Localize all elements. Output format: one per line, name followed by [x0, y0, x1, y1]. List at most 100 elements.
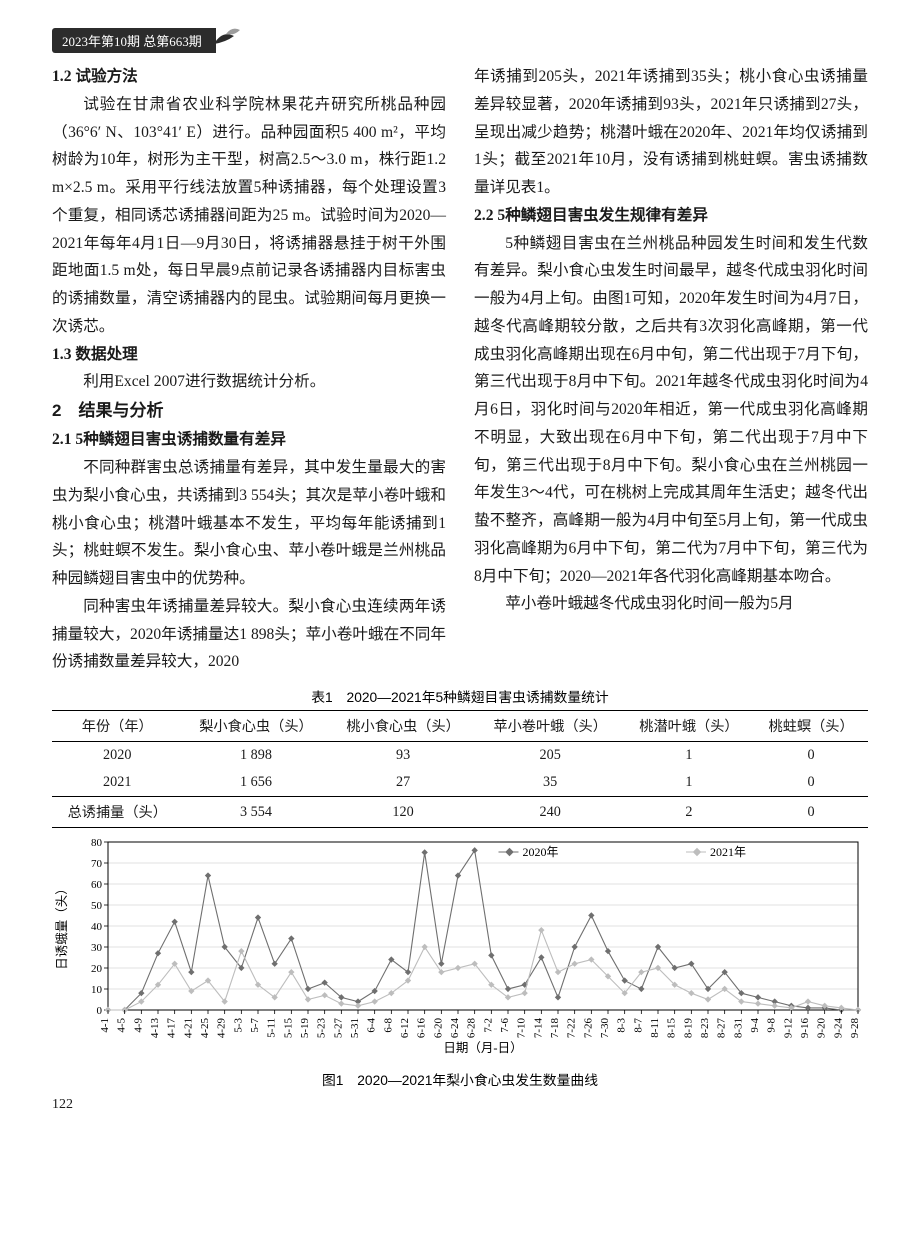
- svg-text:7-22: 7-22: [566, 1018, 578, 1038]
- para: 5种鳞翅目害虫在兰州桃品种园发生时间和发生代数有差异。梨小食心虫发生时间最早，越…: [474, 230, 868, 591]
- table-cell: 2021: [52, 769, 182, 797]
- table1-col-header: 桃小食心虫（头）: [330, 711, 477, 742]
- table-cell: 93: [330, 742, 477, 770]
- svg-text:8-3: 8-3: [616, 1018, 628, 1033]
- table-cell: 240: [477, 797, 624, 828]
- svg-text:日诱蛾量（头）: 日诱蛾量（头）: [54, 882, 69, 970]
- heading-2: 2 结果与分析: [52, 396, 446, 426]
- table-cell: 总诱捕量（头）: [52, 797, 182, 828]
- heading-2-2: 2.2 5种鳞翅目害虫发生规律有差异: [474, 202, 868, 230]
- heading-2-1: 2.1 5种鳞翅目害虫诱捕数量有差异: [52, 426, 446, 454]
- svg-text:8-27: 8-27: [716, 1018, 728, 1039]
- table-cell: 1: [624, 769, 754, 797]
- table-cell: 27: [330, 769, 477, 797]
- svg-text:80: 80: [91, 837, 103, 849]
- page-number: 122: [52, 1097, 868, 1113]
- table-cell: 2: [624, 797, 754, 828]
- svg-text:40: 40: [91, 921, 103, 933]
- svg-text:20: 20: [91, 963, 103, 975]
- table1-col-header: 桃潜叶蛾（头）: [624, 711, 754, 742]
- svg-text:8-31: 8-31: [732, 1018, 744, 1038]
- table1-col-header: 苹小卷叶蛾（头）: [477, 711, 624, 742]
- svg-text:5-23: 5-23: [316, 1018, 328, 1039]
- body-columns: 1.2 试验方法 试验在甘肃省农业科学院林果花卉研究所桃品种园（36°6′ N、…: [52, 63, 868, 676]
- table-cell: 0: [754, 797, 868, 828]
- figure1-svg: 010203040506070802020年2021年4-14-54-94-13…: [52, 834, 868, 1054]
- table1-col-header: 桃蛀螟（头）: [754, 711, 868, 742]
- figure1-title: 图1 2020—2021年梨小食心虫发生数量曲线: [52, 1069, 868, 1089]
- table-row: 总诱捕量（头）3 55412024020: [52, 797, 868, 828]
- svg-text:5-27: 5-27: [332, 1018, 344, 1039]
- svg-text:6-8: 6-8: [382, 1018, 394, 1033]
- svg-text:7-10: 7-10: [516, 1018, 528, 1039]
- table-cell: 2020: [52, 742, 182, 770]
- svg-text:4-21: 4-21: [182, 1018, 194, 1038]
- svg-text:日期（月-日）: 日期（月-日）: [443, 1041, 522, 1054]
- issue-bar: 2023年第10期 总第663期: [52, 28, 868, 53]
- svg-text:9-12: 9-12: [782, 1018, 794, 1038]
- issue-label: 2023年第10期 总第663期: [52, 28, 216, 53]
- svg-text:6-24: 6-24: [449, 1018, 461, 1039]
- svg-text:7-30: 7-30: [599, 1018, 611, 1039]
- svg-text:9-24: 9-24: [832, 1018, 844, 1039]
- table1-col-header: 梨小食心虫（头）: [182, 711, 329, 742]
- table-cell: 0: [754, 742, 868, 770]
- svg-text:4-9: 4-9: [132, 1018, 144, 1033]
- table-cell: 205: [477, 742, 624, 770]
- svg-text:2020年: 2020年: [523, 845, 559, 859]
- svg-text:7-18: 7-18: [549, 1018, 561, 1039]
- svg-text:8-19: 8-19: [682, 1018, 694, 1039]
- svg-text:9-4: 9-4: [749, 1018, 761, 1033]
- svg-text:8-23: 8-23: [699, 1018, 711, 1039]
- para: 苹小卷叶蛾越冬代成虫羽化时间一般为5月: [474, 590, 868, 618]
- svg-text:6-20: 6-20: [432, 1018, 444, 1039]
- svg-text:60: 60: [91, 879, 103, 891]
- svg-text:9-28: 9-28: [849, 1018, 861, 1039]
- heading-1-3: 1.3 数据处理: [52, 341, 446, 369]
- svg-text:4-17: 4-17: [166, 1018, 178, 1039]
- svg-text:50: 50: [91, 900, 103, 912]
- svg-text:5-3: 5-3: [232, 1018, 244, 1033]
- svg-text:2021年: 2021年: [710, 845, 746, 859]
- para: 年诱捕到205头，2021年诱捕到35头；桃小食心虫诱捕量差异较显著，2020年…: [474, 63, 868, 202]
- svg-text:7-26: 7-26: [582, 1018, 594, 1039]
- svg-text:7-2: 7-2: [482, 1018, 494, 1033]
- leaf-icon: [214, 30, 250, 52]
- table-cell: 3 554: [182, 797, 329, 828]
- heading-1-2: 1.2 试验方法: [52, 63, 446, 91]
- svg-text:70: 70: [91, 858, 103, 870]
- table-cell: 35: [477, 769, 624, 797]
- table-cell: 120: [330, 797, 477, 828]
- svg-text:8-15: 8-15: [666, 1018, 678, 1039]
- para: 利用Excel 2007进行数据统计分析。: [52, 368, 446, 396]
- table-row: 20201 8989320510: [52, 742, 868, 770]
- table-cell: 0: [754, 769, 868, 797]
- svg-text:4-25: 4-25: [199, 1018, 211, 1039]
- svg-text:5-31: 5-31: [349, 1018, 361, 1038]
- svg-text:9-8: 9-8: [766, 1018, 778, 1033]
- para: 不同种群害虫总诱捕量有差异，其中发生量最大的害虫为梨小食心虫，共诱捕到3 554…: [52, 454, 446, 593]
- svg-text:7-14: 7-14: [532, 1018, 544, 1039]
- svg-text:9-20: 9-20: [816, 1018, 828, 1039]
- svg-text:4-5: 4-5: [116, 1018, 128, 1033]
- svg-text:0: 0: [97, 1005, 103, 1017]
- svg-text:6-16: 6-16: [416, 1018, 428, 1039]
- para: 试验在甘肃省农业科学院林果花卉研究所桃品种园（36°6′ N、103°41′ E…: [52, 91, 446, 341]
- svg-text:4-1: 4-1: [99, 1018, 111, 1033]
- svg-text:7-6: 7-6: [499, 1018, 511, 1033]
- table-row: 20211 656273510: [52, 769, 868, 797]
- svg-text:6-12: 6-12: [399, 1018, 411, 1038]
- table-cell: 1: [624, 742, 754, 770]
- table-cell: 1 898: [182, 742, 329, 770]
- svg-text:6-28: 6-28: [466, 1018, 478, 1039]
- svg-text:5-19: 5-19: [299, 1018, 311, 1039]
- svg-text:5-11: 5-11: [266, 1018, 278, 1038]
- figure1: 010203040506070802020年2021年4-14-54-94-13…: [52, 834, 868, 1089]
- svg-text:30: 30: [91, 942, 103, 954]
- svg-text:4-13: 4-13: [149, 1018, 161, 1039]
- para: 同种害虫年诱捕量差异较大。梨小食心虫连续两年诱捕量较大，2020年诱捕量达1 8…: [52, 593, 446, 676]
- svg-text:8-11: 8-11: [649, 1018, 661, 1038]
- svg-text:5-15: 5-15: [282, 1018, 294, 1039]
- table-cell: 1 656: [182, 769, 329, 797]
- table1-title: 表1 2020—2021年5种鳞翅目害虫诱捕数量统计: [52, 686, 868, 706]
